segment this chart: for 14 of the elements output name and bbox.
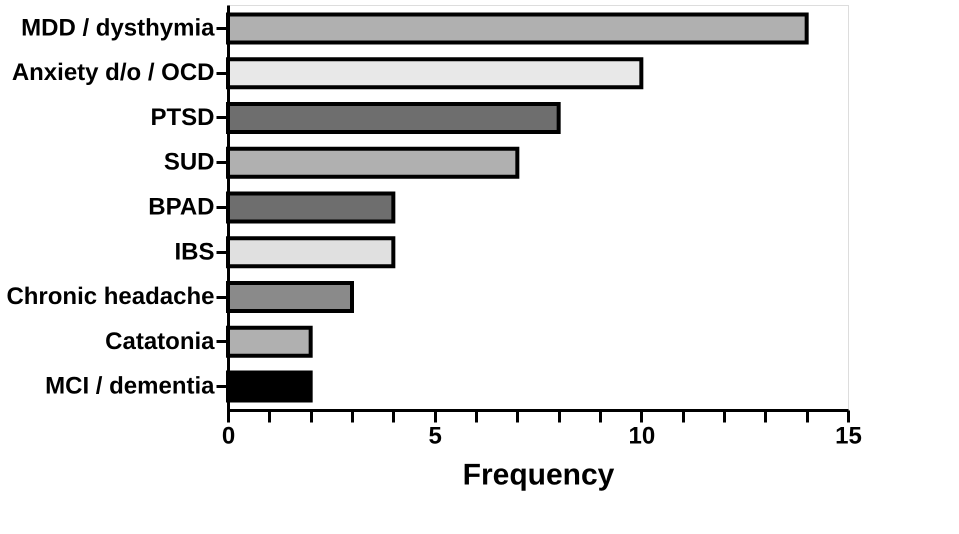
y-tick-label: MCI / dementia (45, 372, 216, 400)
y-tick-label: Chronic headache (6, 283, 214, 310)
y-tick-label: BPAD (148, 194, 214, 220)
x-tick-label: 15 (835, 422, 862, 450)
x-tick-label: 5 (428, 422, 442, 450)
x-axis-title: Frequency (462, 458, 615, 492)
y-tick-label: SUD (164, 148, 214, 176)
y-tick-label: MDD / dysthymia (21, 14, 216, 42)
x-tick-label: 0 (222, 422, 236, 450)
y-tick-label: Catatonia (105, 328, 216, 355)
y-tick-label: IBS (174, 238, 214, 266)
x-tick-label: 10 (628, 422, 656, 450)
y-tick-label: Anxiety d/o / OCD (12, 59, 214, 86)
y-tick-label: PTSD (150, 104, 214, 131)
